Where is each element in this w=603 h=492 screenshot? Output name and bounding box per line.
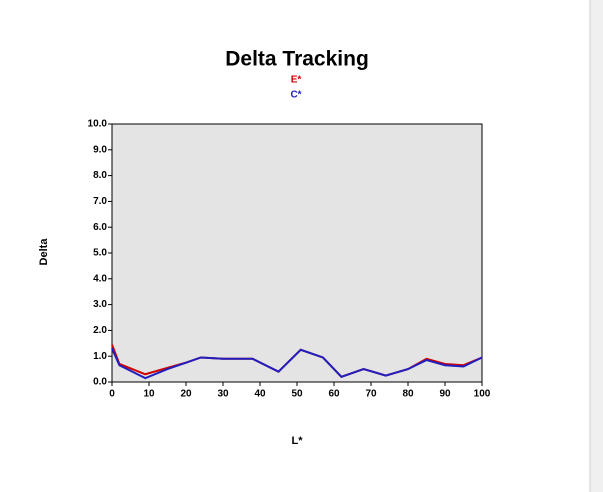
- x-tick-label: 30: [217, 389, 229, 400]
- y-tick-label: 2.0: [93, 325, 107, 336]
- y-tick-label: 9.0: [93, 144, 107, 155]
- y-tick-label: 0.0: [93, 377, 107, 388]
- x-tick-label: 10: [143, 389, 155, 400]
- y-tick-label: 6.0: [93, 222, 107, 233]
- x-tick-label: 50: [291, 389, 303, 400]
- y-tick-label: 3.0: [93, 299, 107, 310]
- series-line: [111, 348, 483, 380]
- x-tick-label: 90: [439, 389, 451, 400]
- legend-entry: C*: [290, 90, 301, 101]
- x-tick-label: 80: [402, 389, 414, 400]
- side-strip: [590, 0, 603, 492]
- plot-area: [111, 123, 483, 383]
- y-tick-label: 5.0: [93, 248, 107, 259]
- x-tick-label: 70: [365, 389, 377, 400]
- y-axis-title: Delta: [38, 238, 50, 266]
- x-tick-label: 60: [328, 389, 340, 400]
- y-tick-label: 4.0: [93, 273, 107, 284]
- x-tick-label: 0: [109, 389, 115, 400]
- x-tick-label: 100: [474, 389, 491, 400]
- y-tick-label: 10.0: [88, 119, 108, 130]
- x-tick-label: 40: [254, 389, 266, 400]
- y-tick-label: 1.0: [93, 351, 107, 362]
- chart-title: Delta Tracking: [225, 48, 369, 71]
- x-tick-label: 20: [180, 389, 192, 400]
- y-tick-label: 8.0: [93, 170, 107, 181]
- legend-entry: E*: [291, 75, 302, 86]
- x-axis-title: L*: [292, 435, 304, 447]
- y-tick-label: 7.0: [93, 196, 107, 207]
